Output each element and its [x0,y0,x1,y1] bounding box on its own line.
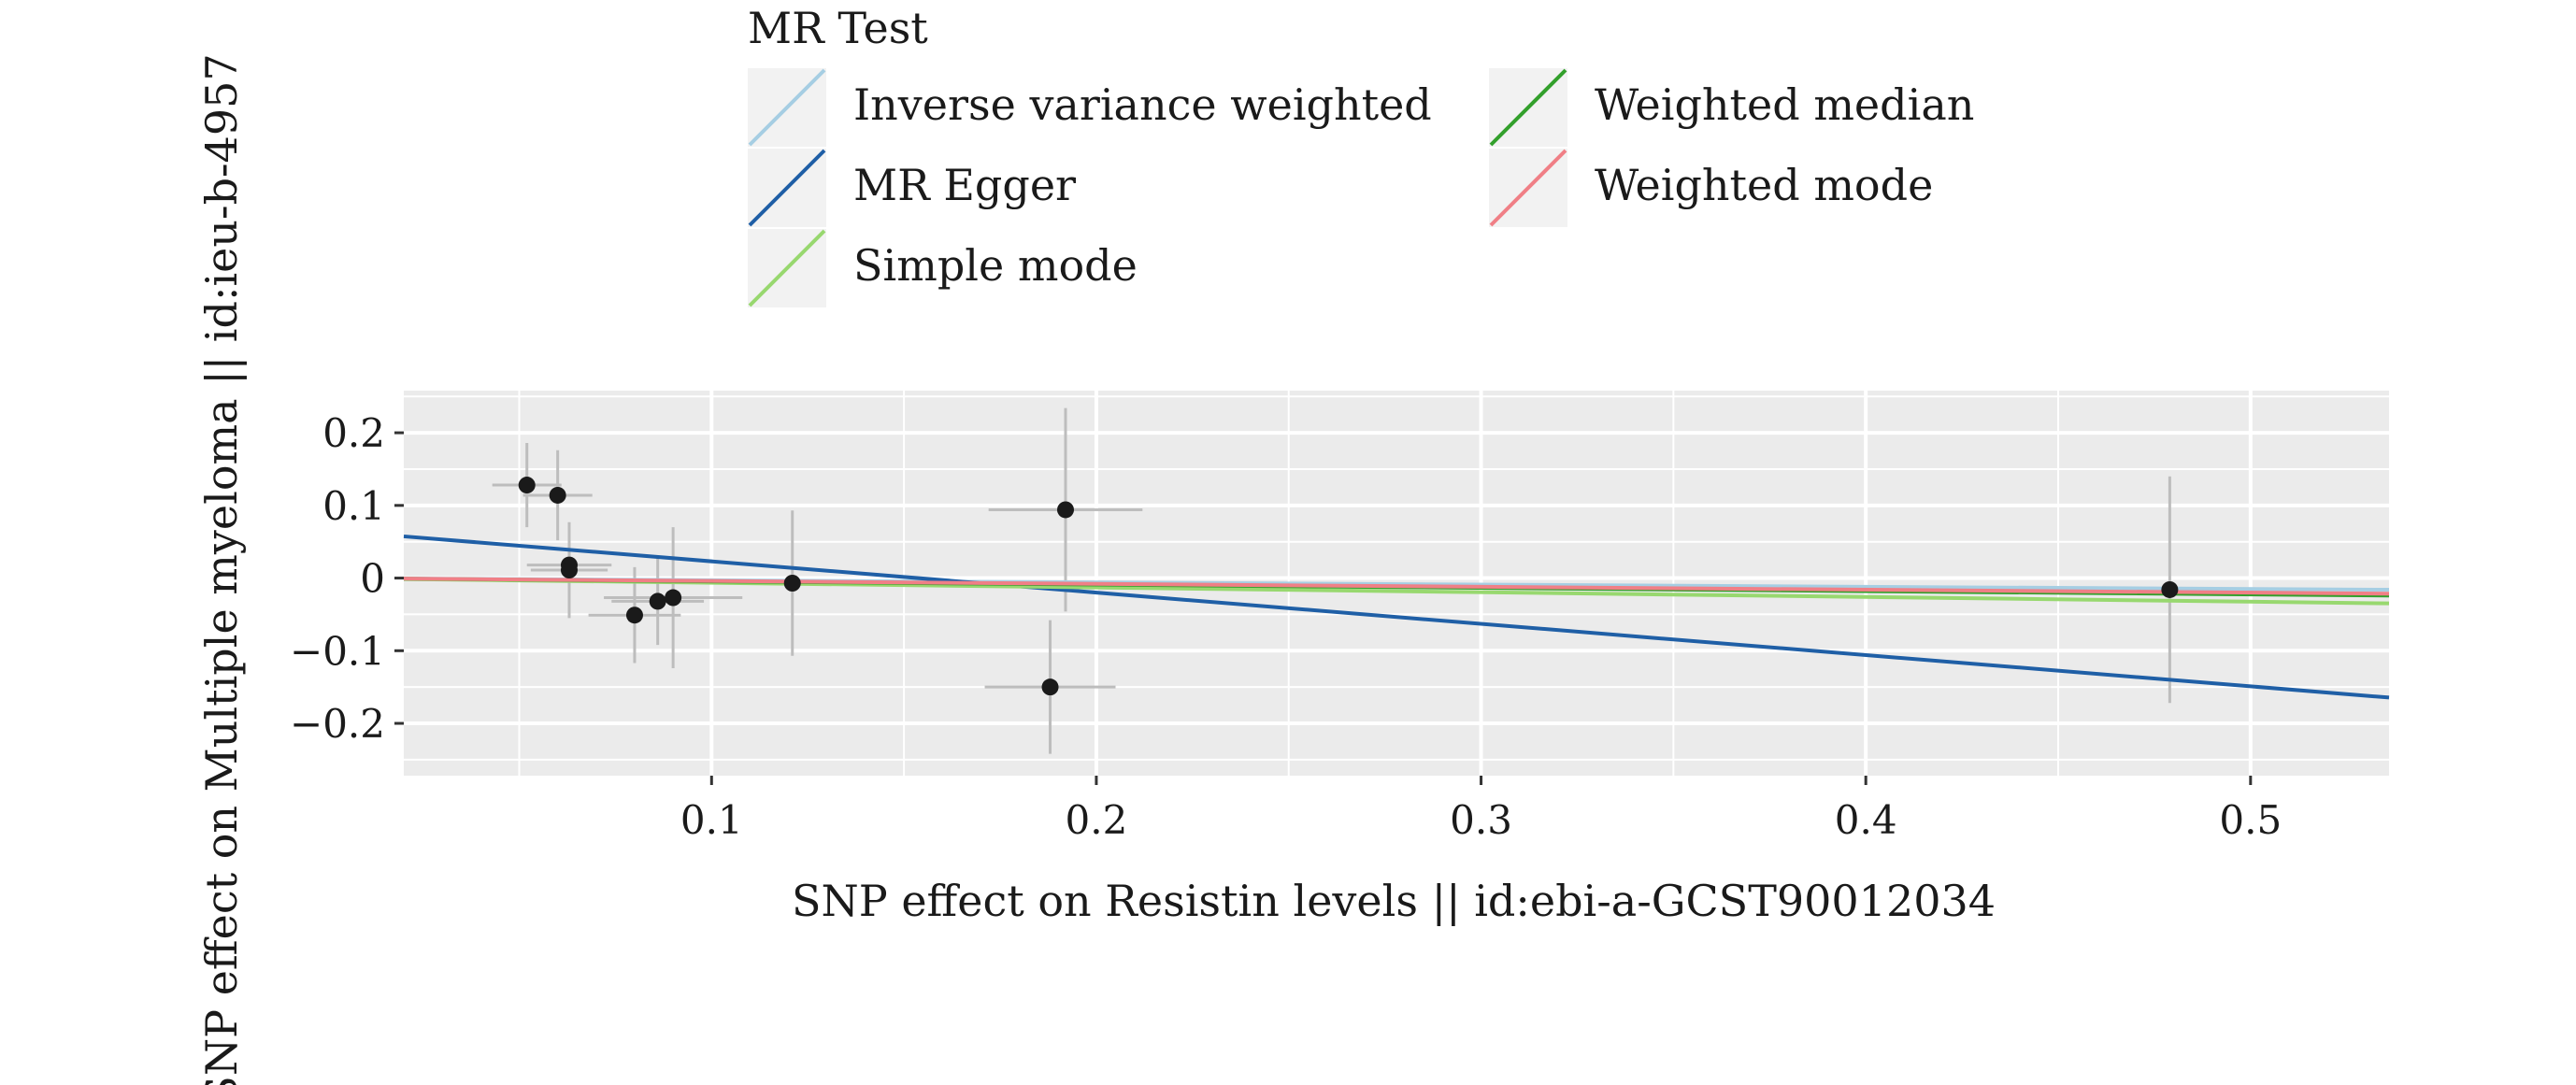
legend-label: Weighted mode [1595,160,1933,210]
data-point [625,607,643,624]
x-tick-label: 0.1 [680,797,743,843]
legend-key-line [748,68,826,147]
data-point [561,562,578,579]
legend-key-line [748,149,826,227]
y-axis: 0.2 0.1 0 −0.1 −0.2 [290,410,404,747]
legend-item: Weighted median [1489,68,1974,147]
regression-line [403,577,2390,596]
regression-lines [403,534,2390,700]
legend-label: Inverse variance weighted [853,79,1432,130]
data-point [2161,580,2179,598]
data-point [549,486,566,504]
x-tick-label: 0.2 [1066,797,1128,843]
data-points [518,477,2179,696]
y-tick-label: 0.2 [322,410,385,456]
legend-item: Simple mode [748,229,1138,307]
data-point [665,589,682,607]
x-tick-label: 0.3 [1450,797,1512,843]
legend-item: Inverse variance weighted [748,68,1432,147]
legend-title: MR Test [748,3,928,53]
data-point [649,592,666,610]
y-tick-label: 0 [360,556,385,602]
data-point [783,575,801,592]
x-axis: 0.1 0.2 0.3 0.4 0.5 [680,776,2282,843]
legend-label: MR Egger [853,160,1076,210]
regression-line [403,534,2390,700]
legend-item: MR Egger [748,149,1076,227]
y-tick-label: 0.1 [322,483,385,529]
y-tick-label: −0.2 [290,701,385,747]
legend-label: Simple mode [853,240,1138,291]
data-point [1041,678,1059,696]
legend-key-line [1489,68,1567,147]
y-tick-label: −0.1 [290,628,385,674]
y-axis-title: SNP effect on Multiple myeloma || id:ieu… [196,53,247,1085]
data-point [518,477,536,494]
legend-label: Weighted median [1595,79,1974,130]
data-point [1057,501,1074,519]
x-tick-label: 0.5 [2219,797,2282,843]
legend-key-line [748,229,826,307]
grid-major [404,391,2389,776]
legend: MR Test Inverse variance weighted MR Egge… [748,3,1974,307]
legend-key-line [1489,149,1567,227]
legend-item: Weighted mode [1489,149,1933,227]
x-tick-label: 0.4 [1835,797,1897,843]
x-axis-title: SNP effect on Resistin levels || id:ebi-… [792,876,1996,926]
